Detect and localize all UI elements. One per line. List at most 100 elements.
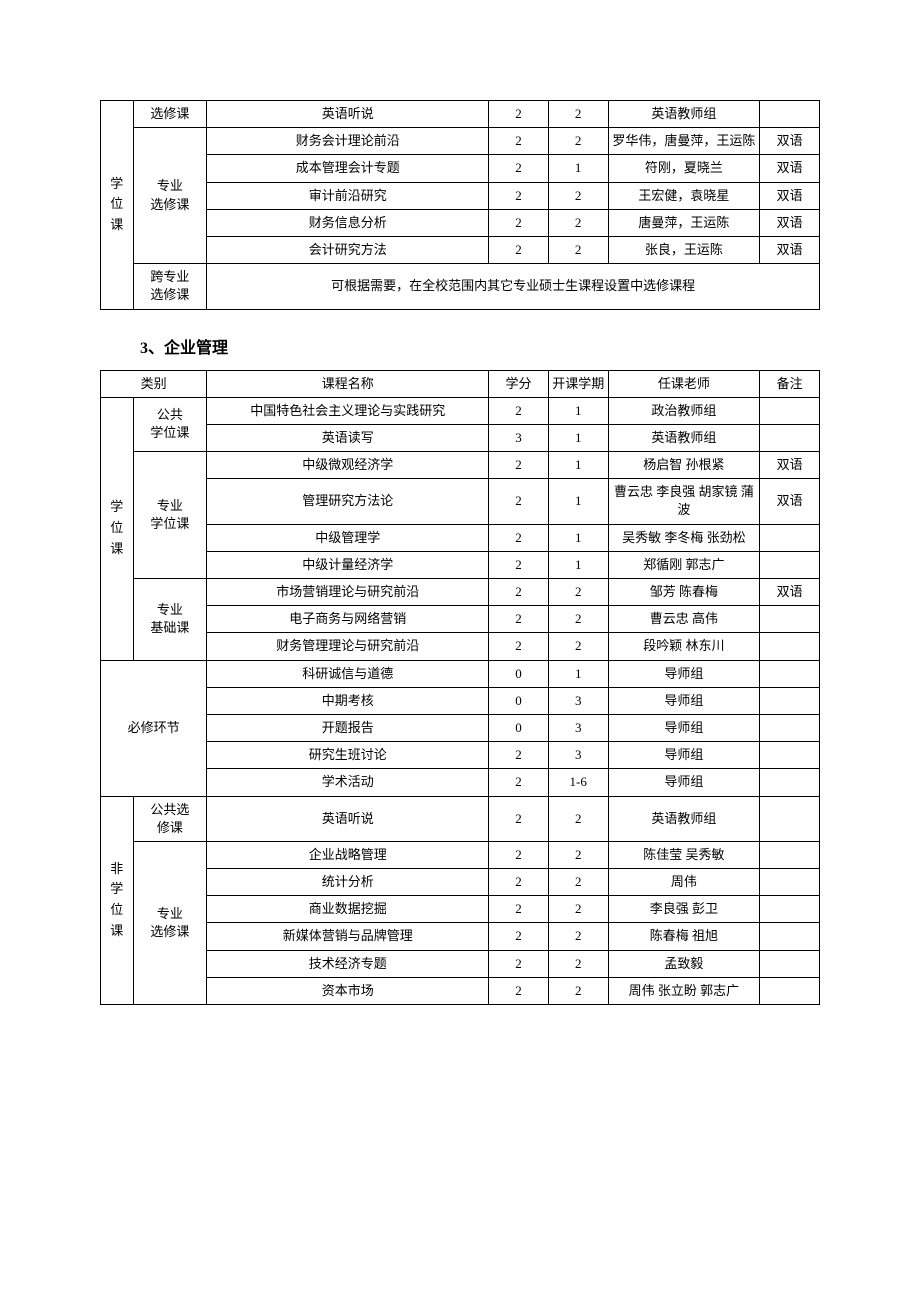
term: 1	[548, 397, 608, 424]
group-degree: 学位课	[101, 101, 134, 310]
header-name: 课程名称	[207, 370, 489, 397]
table-row: 专业学位课 中级微观经济学 2 1 杨启智 孙根紧 双语	[101, 452, 820, 479]
course-name: 中级微观经济学	[207, 452, 489, 479]
course-name: 财务管理理论与研究前沿	[207, 633, 489, 660]
teacher: 邹芳 陈春梅	[608, 579, 760, 606]
table-row: 技术经济专题 2 2 孟致毅	[101, 950, 820, 977]
course-name: 会计研究方法	[207, 236, 489, 263]
term: 2	[548, 950, 608, 977]
teacher: 陈春梅 祖旭	[608, 923, 760, 950]
term: 3	[548, 687, 608, 714]
course-name: 中国特色社会主义理论与实践研究	[207, 397, 489, 424]
teacher: 曹云忠 李良强 胡家镜 蒲波	[608, 479, 760, 524]
teacher: 罗华伟，唐曼萍，王运陈	[608, 128, 760, 155]
teacher: 政治教师组	[608, 397, 760, 424]
term: 2	[548, 869, 608, 896]
table-row: 成本管理会计专题 2 1 符刚，夏晓兰 双语	[101, 155, 820, 182]
teacher: 段吟颖 林东川	[608, 633, 760, 660]
credit: 2	[489, 209, 549, 236]
term: 2	[548, 977, 608, 1004]
teacher: 孟致毅	[608, 950, 760, 977]
course-name: 资本市场	[207, 977, 489, 1004]
note	[760, 769, 820, 796]
credit: 0	[489, 687, 549, 714]
note: 双语	[760, 479, 820, 524]
note: 双语	[760, 452, 820, 479]
credit: 2	[489, 633, 549, 660]
course-name: 统计分析	[207, 869, 489, 896]
term: 2	[548, 896, 608, 923]
term: 2	[548, 796, 608, 841]
credit: 2	[489, 769, 549, 796]
credit: 2	[489, 896, 549, 923]
cat-elective: 选修课	[133, 101, 207, 128]
term: 1	[548, 524, 608, 551]
credit: 2	[489, 841, 549, 868]
note	[760, 551, 820, 578]
table-row: 管理研究方法论 2 1 曹云忠 李良强 胡家镜 蒲波 双语	[101, 479, 820, 524]
course-name: 管理研究方法论	[207, 479, 489, 524]
term: 2	[548, 841, 608, 868]
cat-public-degree: 公共学位课	[133, 397, 207, 451]
course-name: 新媒体营销与品牌管理	[207, 923, 489, 950]
cat-major-elective: 专业选修课	[133, 128, 207, 264]
table-row: 新媒体营销与品牌管理 2 2 陈春梅 祖旭	[101, 923, 820, 950]
teacher: 唐曼萍，王运陈	[608, 209, 760, 236]
teacher: 导师组	[608, 687, 760, 714]
table-row: 中期考核 0 3 导师组	[101, 687, 820, 714]
course-name: 财务信息分析	[207, 209, 489, 236]
term: 2	[548, 128, 608, 155]
term: 2	[548, 236, 608, 263]
cat-major-elective: 专业选修课	[133, 841, 207, 1004]
note	[760, 923, 820, 950]
credit: 3	[489, 424, 549, 451]
table-row: 专业选修课 财务会计理论前沿 2 2 罗华伟，唐曼萍，王运陈 双语	[101, 128, 820, 155]
note	[760, 796, 820, 841]
teacher: 导师组	[608, 742, 760, 769]
term: 1	[548, 479, 608, 524]
course-name: 中级管理学	[207, 524, 489, 551]
course-name: 英语读写	[207, 424, 489, 451]
note	[760, 841, 820, 868]
credit: 2	[489, 977, 549, 1004]
teacher: 英语教师组	[608, 424, 760, 451]
header-term: 开课学期	[548, 370, 608, 397]
group-non-degree: 非学位课	[101, 796, 134, 1005]
term: 1	[548, 424, 608, 451]
note	[760, 424, 820, 451]
note	[760, 714, 820, 741]
credit: 2	[489, 606, 549, 633]
teacher: 导师组	[608, 714, 760, 741]
credit: 2	[489, 923, 549, 950]
credit: 2	[489, 236, 549, 263]
course-name: 成本管理会计专题	[207, 155, 489, 182]
teacher: 导师组	[608, 660, 760, 687]
table-row: 中级计量经济学 2 1 郑循刚 郭志广	[101, 551, 820, 578]
table-row: 会计研究方法 2 2 张良，王运陈 双语	[101, 236, 820, 263]
course-name: 技术经济专题	[207, 950, 489, 977]
teacher: 曹云忠 高伟	[608, 606, 760, 633]
term: 2	[548, 209, 608, 236]
note	[760, 660, 820, 687]
credit: 2	[489, 524, 549, 551]
course-name: 商业数据挖掘	[207, 896, 489, 923]
header-teacher: 任课老师	[608, 370, 760, 397]
table-row: 专业选修课 企业战略管理 2 2 陈佳莹 吴秀敏	[101, 841, 820, 868]
table-row: 统计分析 2 2 周伟	[101, 869, 820, 896]
table-row: 英语读写 3 1 英语教师组	[101, 424, 820, 451]
term: 1	[548, 660, 608, 687]
header-note: 备注	[760, 370, 820, 397]
cat-major-base: 专业基础课	[133, 579, 207, 661]
term: 1	[548, 155, 608, 182]
note	[760, 606, 820, 633]
note	[760, 687, 820, 714]
note	[760, 101, 820, 128]
term: 2	[548, 579, 608, 606]
course-name: 学术活动	[207, 769, 489, 796]
course-name: 英语听说	[207, 796, 489, 841]
term: 3	[548, 714, 608, 741]
note	[760, 869, 820, 896]
section-title: 3、企业管理	[140, 334, 820, 358]
table-header-row: 类别 课程名称 学分 开课学期 任课老师 备注	[101, 370, 820, 397]
table-row: 财务信息分析 2 2 唐曼萍，王运陈 双语	[101, 209, 820, 236]
